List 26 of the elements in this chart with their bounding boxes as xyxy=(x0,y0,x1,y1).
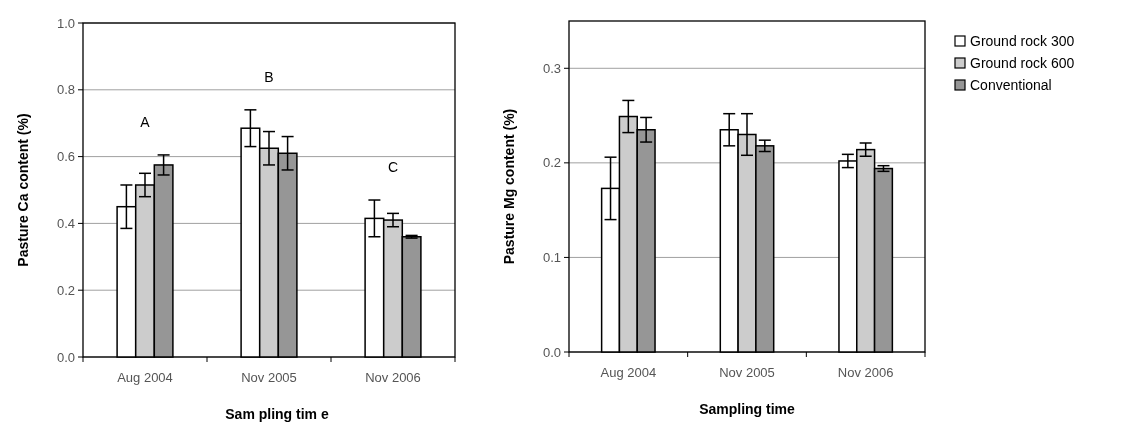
x-axis-title: Sampling time xyxy=(699,401,796,417)
y-tick-label: 0.6 xyxy=(56,149,75,165)
x-tick-label: Nov 2006 xyxy=(365,370,421,385)
y-tick-label: 0.4 xyxy=(56,215,75,231)
legend-label: Ground rock 600 xyxy=(970,54,1075,71)
x-tick-label: Nov 2005 xyxy=(719,365,775,380)
annotation: B xyxy=(264,68,274,85)
y-tick-label: 0.2 xyxy=(56,282,75,298)
y-tick-label: 0.3 xyxy=(542,60,561,76)
y-tick-label: 0.1 xyxy=(542,249,561,265)
y-tick-label: 0.0 xyxy=(56,349,75,365)
y-axis-title: Pasture Ca content (%) xyxy=(15,113,31,267)
legend-label: Conventional xyxy=(970,76,1052,93)
annotation: A xyxy=(140,113,151,130)
y-tick-label: 1.0 xyxy=(56,15,75,31)
x-axis-title: Sam pling tim e xyxy=(225,406,329,422)
y-tick-label: 0.0 xyxy=(542,344,561,360)
y-tick-label: 0.8 xyxy=(56,82,75,98)
y-tick-label: 0.2 xyxy=(542,155,561,171)
annotation: C xyxy=(387,159,399,176)
x-tick-label: Nov 2005 xyxy=(241,370,297,385)
y-axis-title: Pasture Mg content (%) xyxy=(501,108,517,265)
x-tick-label: Aug 2004 xyxy=(117,370,173,385)
x-tick-label: Aug 2004 xyxy=(600,365,657,380)
x-tick-label: Nov 2006 xyxy=(837,365,894,380)
legend-label: Ground rock 300 xyxy=(970,32,1075,49)
